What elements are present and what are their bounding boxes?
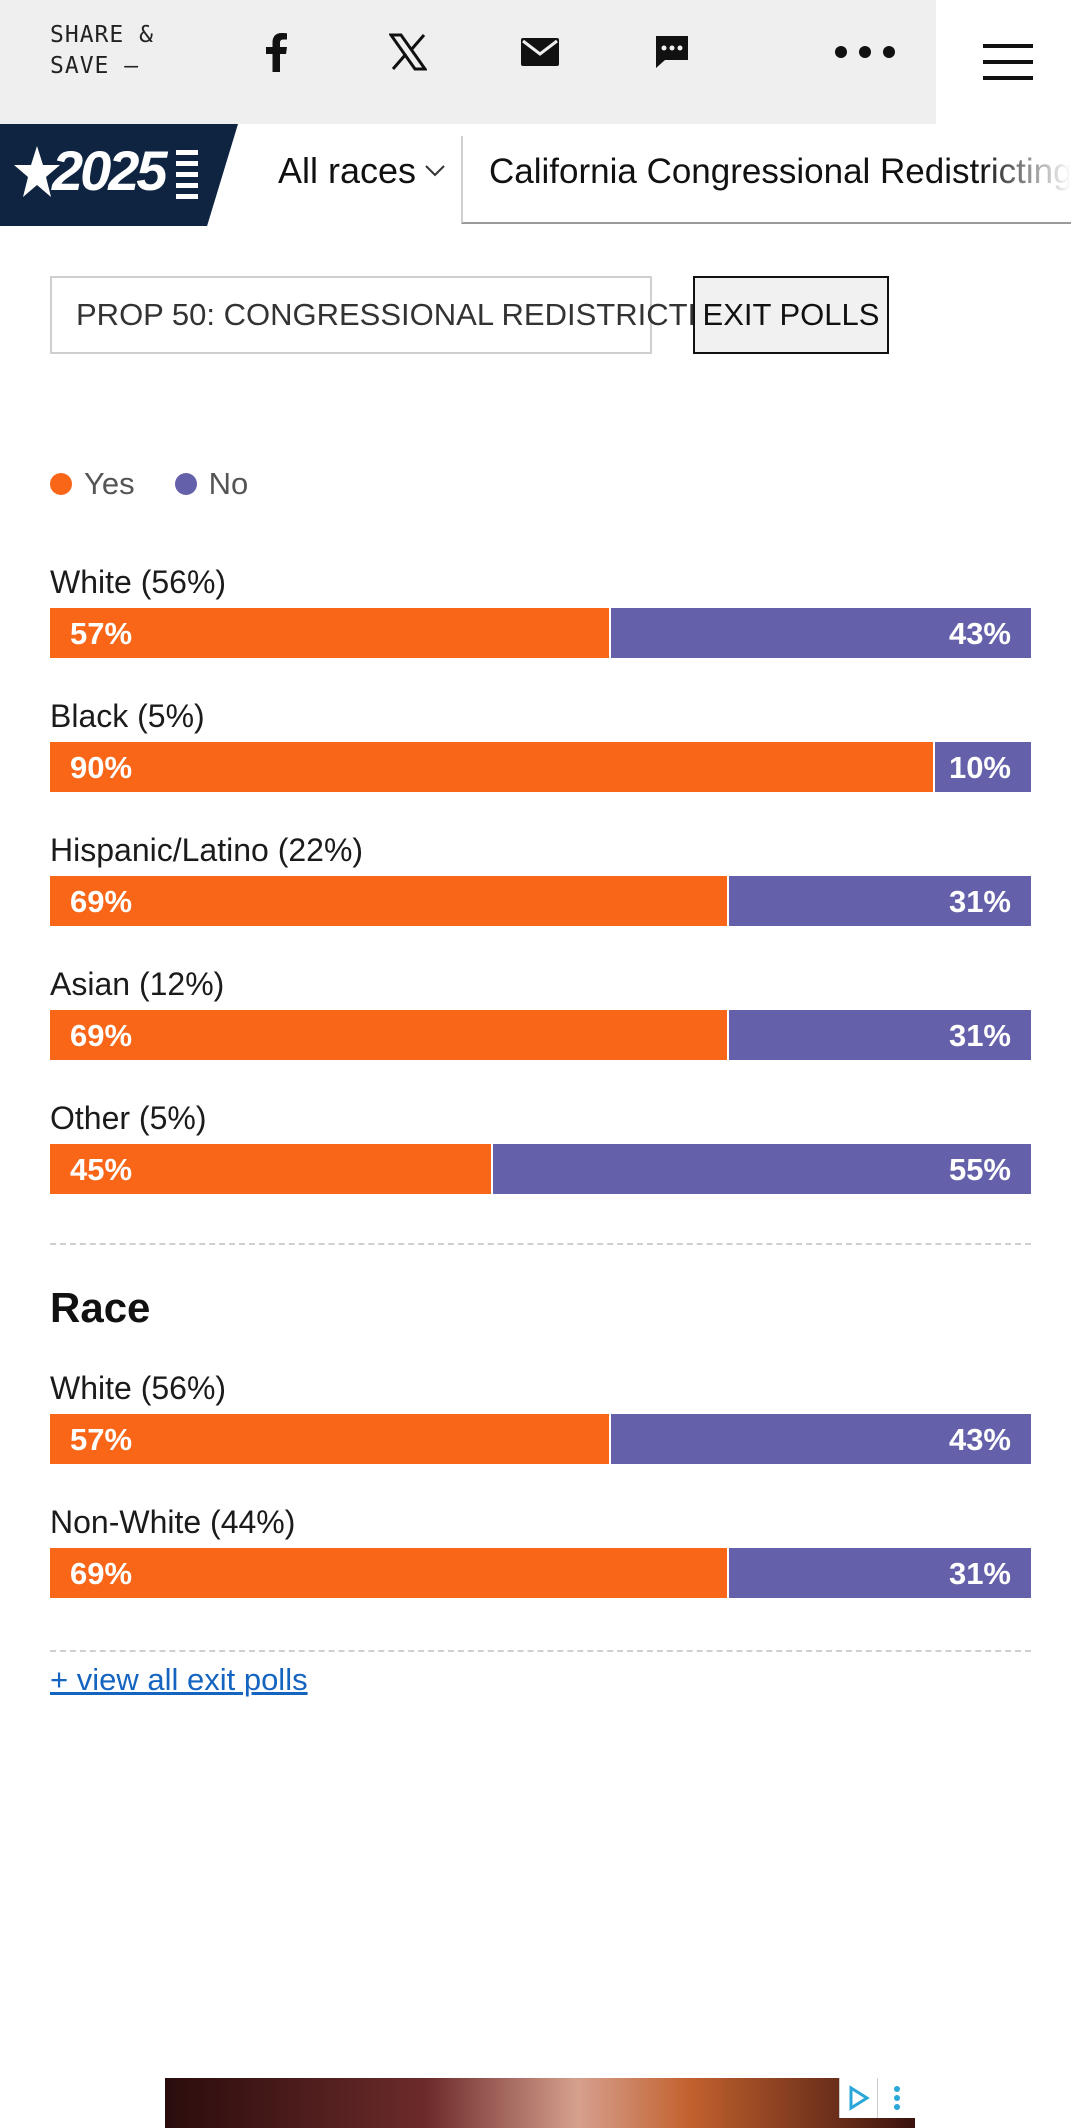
bar-yes-segment: 69% <box>50 1548 727 1598</box>
facebook-icon[interactable] <box>246 22 306 82</box>
section-title: Race <box>50 1284 151 1331</box>
proposition-select[interactable]: PROP 50: CONGRESSIONAL REDISTRICTING <box>50 276 743 354</box>
legend-item-yes: Yes <box>50 466 135 502</box>
fade-overlay <box>981 136 1071 222</box>
yes-percent: 57% <box>70 1422 133 1457</box>
ad-badges <box>839 2078 915 2118</box>
row-label: Non-White (44%) <box>50 1504 296 1540</box>
race-selector[interactable]: California Congressional Redistricting <box>461 136 1071 224</box>
advertisement-banner[interactable] <box>165 2078 915 2128</box>
view-all-exit-polls-link[interactable]: + view all exit polls <box>50 1662 308 1697</box>
hamburger-icon <box>983 44 1033 80</box>
adchoices-icon[interactable] <box>839 2078 877 2118</box>
legend-item-no: No <box>174 466 249 502</box>
legend-dot-no <box>174 473 197 495</box>
row-label: Other (5%) <box>50 1100 207 1136</box>
result-bar: 45% 55% <box>50 1144 1031 1194</box>
legend-dot-yes <box>50 473 72 495</box>
yes-percent: 57% <box>70 616 133 651</box>
yes-percent: 90% <box>70 750 133 785</box>
result-bar: 69% 31% <box>50 1010 1031 1060</box>
result-bar: 57% 43% <box>50 608 1031 658</box>
legend-label-no: No <box>208 466 249 501</box>
bar-yes-segment: 69% <box>50 1010 727 1060</box>
election-2025-logo[interactable]: 2025 <box>0 124 238 226</box>
more-icon[interactable] <box>832 22 898 82</box>
bar-yes-segment: 90% <box>50 742 933 792</box>
row-label: White (56%) <box>50 1370 227 1406</box>
section-divider <box>50 1243 1031 1245</box>
result-bar: 69% 31% <box>50 1548 1031 1598</box>
bar-yes-segment: 69% <box>50 876 727 926</box>
result-row: White (56%) 57% 43% <box>50 560 1031 658</box>
logo-text: 2025 <box>52 139 168 202</box>
races-dropdown-label: All races <box>278 150 417 191</box>
legend-label-yes: Yes <box>84 466 135 501</box>
bar-no-segment: 31% <box>726 876 1031 926</box>
row-label: Hispanic/Latino (22%) <box>50 832 364 868</box>
bar-yes-segment: 45% <box>50 1144 492 1194</box>
bar-no-segment: 31% <box>726 1010 1031 1060</box>
bar-no-segment: 55% <box>491 1144 1031 1194</box>
result-row: Asian (12%) 69% 31% <box>50 962 1031 1060</box>
section-divider <box>50 1650 1031 1652</box>
result-row: Hispanic/Latino (22%) 69% 31% <box>50 828 1031 926</box>
election-nav: 2025 All races California Congressional … <box>0 124 1080 226</box>
no-percent: 31% <box>948 1556 1011 1591</box>
yes-percent: 69% <box>70 1018 133 1053</box>
yes-percent: 69% <box>70 1556 133 1591</box>
row-label: Asian (12%) <box>50 966 225 1002</box>
stripes-icon <box>176 150 198 199</box>
x-icon[interactable] <box>378 22 438 82</box>
ad-more-icon[interactable] <box>877 2078 915 2118</box>
no-percent: 55% <box>948 1152 1011 1187</box>
bar-yes-segment: 57% <box>50 608 610 658</box>
no-percent: 43% <box>948 1422 1011 1457</box>
yes-percent: 69% <box>70 884 133 919</box>
no-percent: 31% <box>948 1018 1011 1053</box>
race-selector-value: California Congressional Redistricting <box>489 152 1071 191</box>
bar-no-segment: 43% <box>609 1414 1031 1464</box>
result-row: Non-White (44%) 69% 31% <box>50 1500 1031 1598</box>
no-percent: 43% <box>948 616 1011 651</box>
no-percent: 31% <box>948 884 1011 919</box>
bar-no-segment: 43% <box>609 608 1031 658</box>
star-icon <box>14 146 60 197</box>
races-dropdown[interactable]: All races <box>278 150 446 192</box>
result-row: White (56%) 57% 43% <box>50 1366 1031 1464</box>
exit-polls-button[interactable]: EXIT POLLS <box>693 276 889 354</box>
yes-percent: 45% <box>70 1152 133 1187</box>
row-label: Black (5%) <box>50 698 205 734</box>
share-save-label: SHARE & SAVE — <box>50 22 154 79</box>
chart-legend: Yes No <box>50 466 288 502</box>
result-row: Other (5%) 45% 55% <box>50 1096 1031 1194</box>
no-percent: 10% <box>948 750 1011 785</box>
row-label: White (56%) <box>50 564 227 600</box>
bar-no-segment: 31% <box>726 1548 1031 1598</box>
bar-yes-segment: 57% <box>50 1414 610 1464</box>
result-row: Black (5%) 90% 10% <box>50 694 1031 792</box>
sms-icon[interactable] <box>642 22 702 82</box>
result-bar: 57% 43% <box>50 1414 1031 1464</box>
result-bar: 90% 10% <box>50 742 1031 792</box>
result-bar: 69% 31% <box>50 876 1031 926</box>
email-icon[interactable] <box>510 22 570 82</box>
chevron-down-icon <box>425 165 445 177</box>
hamburger-menu-button[interactable] <box>936 0 1080 124</box>
share-bar: SHARE & SAVE — <box>0 0 1080 124</box>
bar-no-segment: 10% <box>932 742 1031 792</box>
